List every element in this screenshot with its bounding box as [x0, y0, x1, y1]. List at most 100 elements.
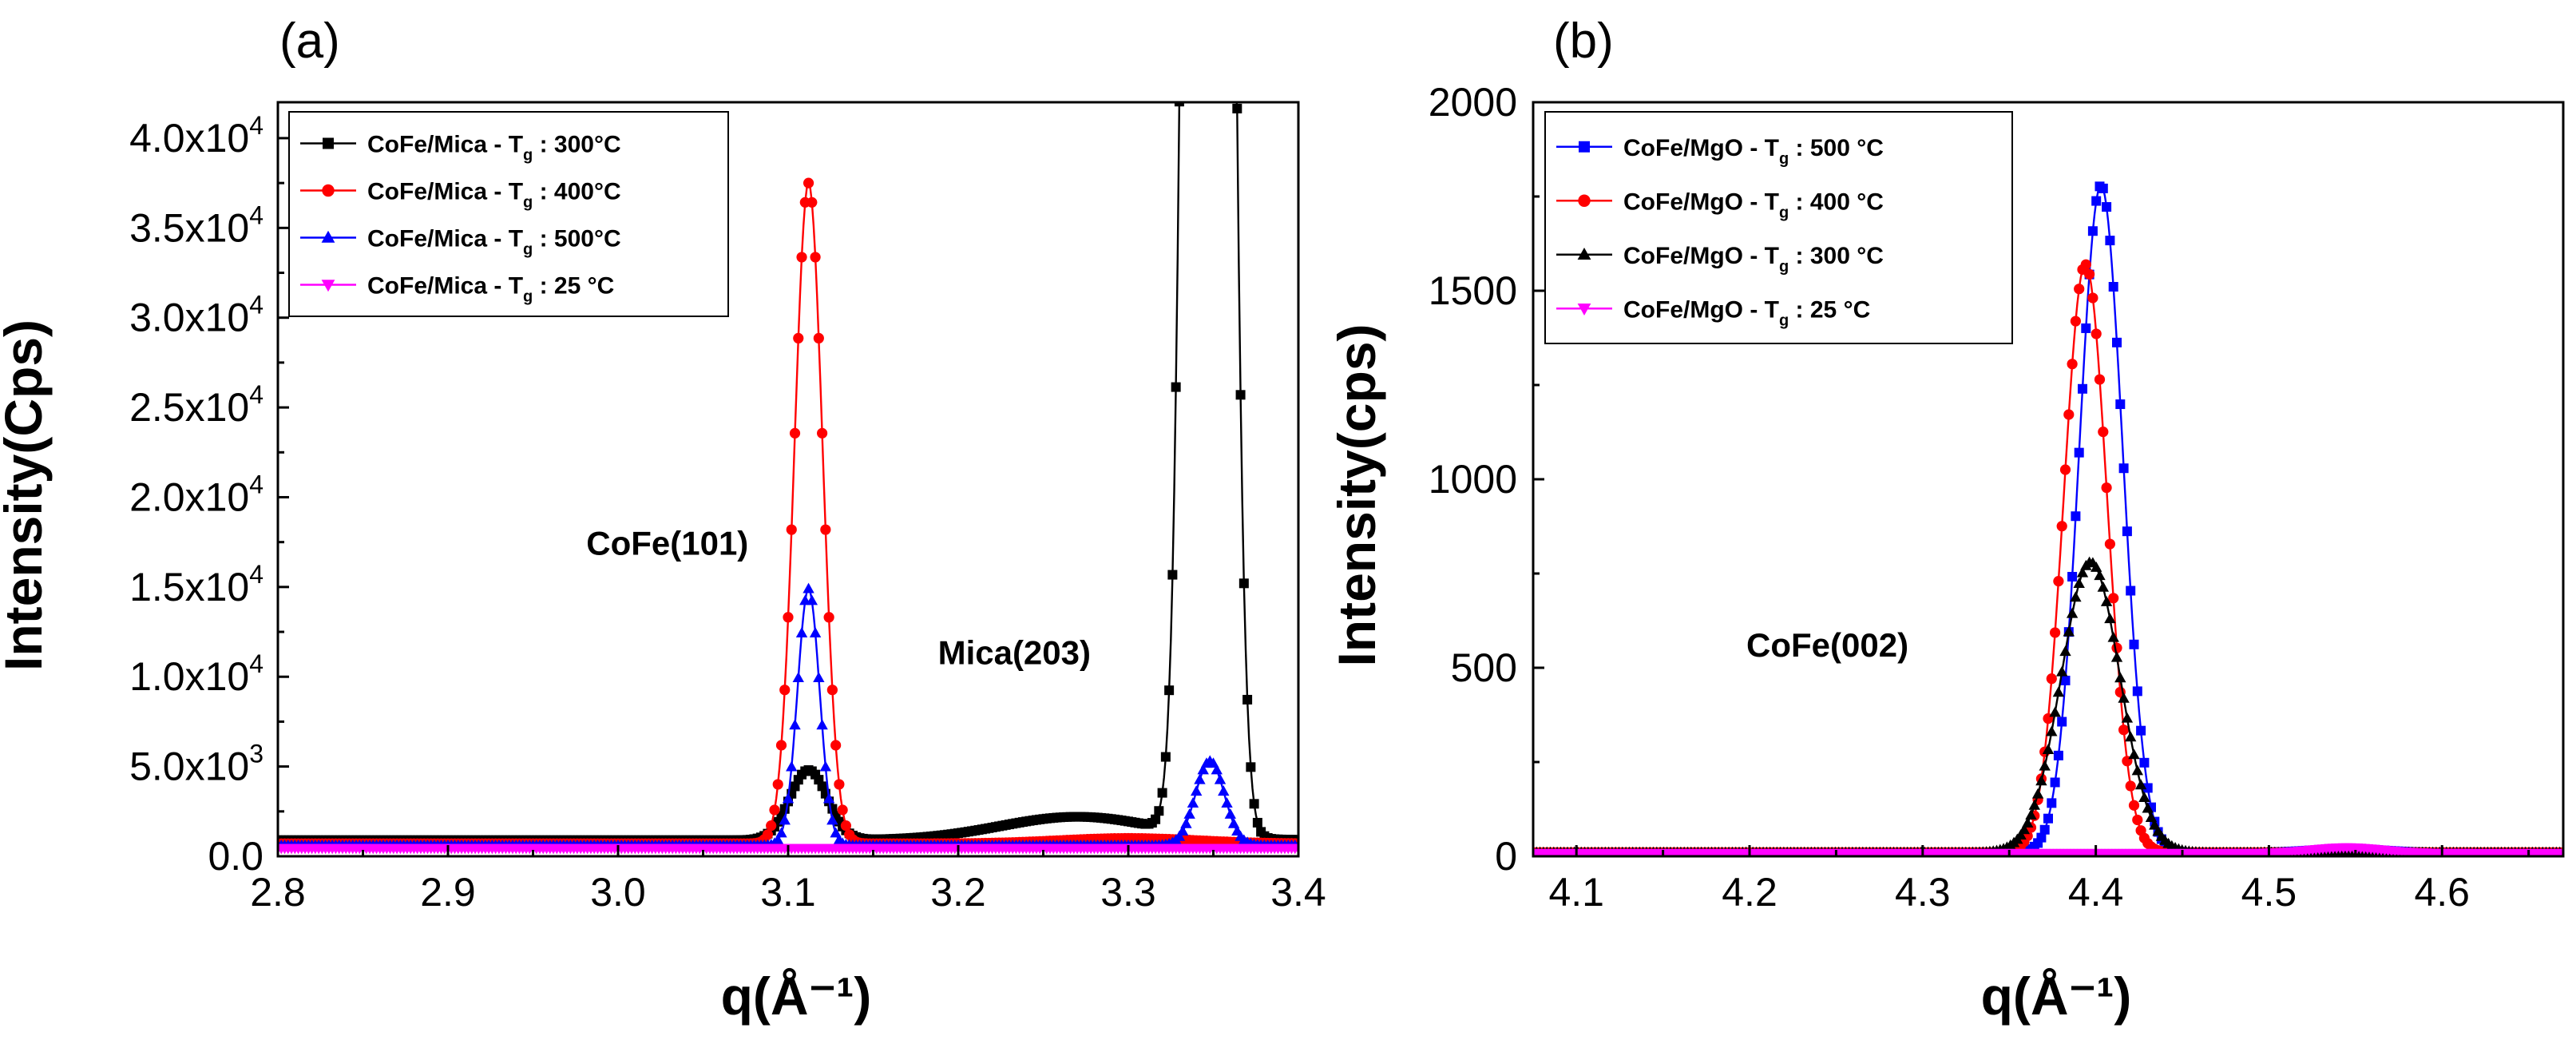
- data-point-2-286: [2018, 824, 2031, 835]
- data-point-0-566: [1235, 390, 1246, 400]
- data-point-2-328: [2091, 561, 2102, 572]
- data-point-1-344: [2118, 724, 2130, 736]
- data-point-2-288: [2022, 817, 2034, 828]
- data-point-0-358: [2142, 783, 2153, 793]
- data-point-2-530: [1173, 830, 1186, 841]
- legend-label-3: CoFe/Mica - Tg : 25 °C: [367, 273, 614, 306]
- y-tick-label-4: 2.0x104: [129, 470, 264, 519]
- data-point-0-574: [1249, 799, 1259, 809]
- data-point-2-322: [819, 760, 832, 772]
- data-point-0-342: [2115, 399, 2126, 410]
- data-point-0-320: [2078, 383, 2087, 394]
- x-axis-title: q(Å⁻¹): [721, 967, 872, 1026]
- data-point-2-320: [816, 719, 828, 730]
- x-tick-label-6: 3.4: [1270, 870, 1326, 915]
- data-point-2-552: [1211, 764, 1223, 775]
- data-point-1-314: [806, 196, 818, 208]
- data-point-2-296: [2035, 775, 2047, 786]
- x-tick-label-4: 4.5: [2241, 870, 2297, 915]
- data-point-1-308: [2056, 521, 2067, 532]
- data-point-2-300: [2042, 744, 2055, 755]
- data-point-1-328: [830, 740, 842, 751]
- x-tick-label-1: 2.9: [420, 870, 476, 915]
- data-point-2-312: [803, 582, 814, 593]
- x-tick-label-0: 4.1: [1548, 870, 1604, 915]
- data-point-2-306: [792, 672, 804, 683]
- data-point-2-336: [2104, 613, 2116, 624]
- y-tick-label-0: 0.0: [208, 834, 264, 879]
- y-tick-label-7: 3.5x104: [129, 200, 264, 250]
- legend-box: [1544, 111, 2013, 344]
- data-point-2-296: [775, 827, 787, 838]
- data-point-1-348: [2125, 780, 2136, 792]
- data-point-2-306: [2052, 686, 2065, 697]
- data-point-2-324: [822, 792, 835, 804]
- panel-a-chart: 2.8 2.9 3.0 3.1 3.2 3.3 3.4 0.0 5.0x103 1.0x104 1.…: [0, 14, 1326, 1026]
- legend: CoFe/Mica - Tg : 300°C CoFe/Mica - Tg : 4…: [288, 111, 729, 317]
- x-tick-label-2: 4.3: [1895, 870, 1951, 915]
- data-point-0-334: [2102, 202, 2112, 212]
- x-tick-label-5: 3.3: [1100, 870, 1156, 915]
- data-point-0-520: [1157, 788, 1167, 798]
- data-point-2-308: [795, 627, 808, 637]
- data-point-2-536: [1183, 808, 1195, 819]
- data-point-1-292: [769, 804, 780, 816]
- data-point-1-306: [2053, 576, 2064, 587]
- data-point-0-572: [1246, 762, 1256, 772]
- data-point-2-350: [2128, 748, 2140, 760]
- data-point-0-570: [1242, 694, 1253, 705]
- legend-label-0: CoFe/MgO - Tg : 500 °C: [1623, 135, 1884, 168]
- data-point-2-356: [2138, 792, 2150, 803]
- series-3: [278, 844, 1298, 855]
- data-point-1-334: [840, 820, 852, 832]
- legend-marker-3: [321, 280, 335, 292]
- data-point-0-302: [2047, 798, 2057, 808]
- data-point-1-332: [837, 804, 848, 816]
- data-point-3-600: [1292, 844, 1298, 855]
- x-tick-label-3: 3.1: [760, 870, 816, 915]
- data-point-1-338: [2108, 593, 2119, 604]
- data-point-0-350: [2129, 639, 2139, 649]
- data-point-0-526: [1167, 570, 1178, 580]
- data-point-1-300: [783, 612, 794, 623]
- data-point-1-302: [786, 524, 797, 535]
- data-point-2-328: [830, 827, 842, 838]
- data-point-2-304: [2049, 706, 2061, 717]
- data-point-2-544: [1197, 764, 1209, 775]
- data-point-2-290: [2025, 808, 2037, 820]
- y-axis-title: Intensity(cps): [1327, 324, 1386, 666]
- data-point-0-336: [2105, 236, 2115, 246]
- data-point-1-336: [2104, 538, 2115, 550]
- data-point-2-294: [772, 834, 784, 844]
- data-point-2-300: [782, 792, 795, 804]
- data-point-2-346: [2121, 712, 2134, 723]
- x-tick-label-2: 3.0: [590, 870, 646, 915]
- y-tick-label-8: 4.0x104: [129, 111, 264, 161]
- data-point-2-338: [2107, 631, 2119, 642]
- data-point-1-330: [2094, 374, 2106, 385]
- data-point-2-534: [1180, 817, 1192, 828]
- data-point-0-528: [1171, 382, 1181, 392]
- legend-label-1: CoFe/MgO - Tg : 400 °C: [1623, 189, 1884, 221]
- data-point-1-316: [810, 252, 821, 263]
- legend-marker-3: [1577, 303, 1591, 316]
- legend-box: [288, 111, 729, 317]
- data-point-2-538: [1187, 797, 1199, 808]
- data-point-2-332: [2097, 581, 2109, 592]
- data-point-0-320: [817, 781, 827, 792]
- data-point-1-290: [766, 820, 777, 832]
- legend-label-2: CoFe/MgO - Tg : 300 °C: [1623, 243, 1884, 276]
- data-point-2-302: [786, 760, 798, 772]
- data-point-0-568: [1238, 578, 1249, 589]
- data-point-0-354: [2136, 725, 2146, 736]
- legend-marker-1: [1578, 194, 1591, 207]
- data-point-2-340: [2110, 651, 2123, 662]
- y-tick-label-2: 1000: [1429, 457, 1517, 502]
- data-point-2-348: [2125, 731, 2137, 742]
- data-point-1-320: [817, 427, 828, 439]
- data-point-2-310: [2059, 645, 2071, 657]
- legend: CoFe/MgO - Tg : 500 °C CoFe/MgO - Tg : 40…: [1544, 111, 2013, 344]
- data-point-2-326: [826, 814, 838, 825]
- data-point-1-350: [2128, 800, 2140, 811]
- data-point-3-600: [2557, 848, 2563, 856]
